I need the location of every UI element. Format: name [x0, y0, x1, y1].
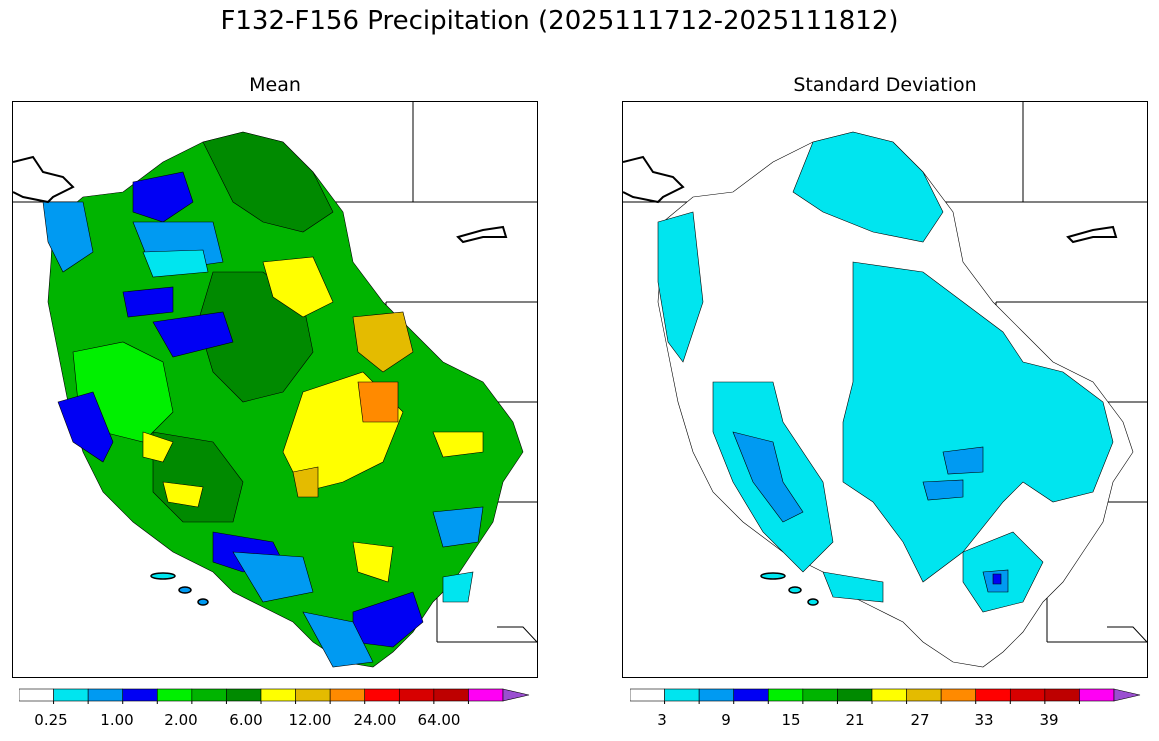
std-cbar-tick-label: 15	[781, 711, 801, 729]
std-cbar-tick-label: 3	[657, 711, 667, 729]
mean-colorbar	[19, 688, 531, 704]
mean-cbar-tick-label: 64.00	[417, 711, 461, 729]
std-cbar-tick-label: 33	[974, 711, 994, 729]
std-map[interactable]	[622, 101, 1148, 678]
std-colorbar	[630, 688, 1142, 704]
std-colorbar-swatch	[837, 688, 873, 702]
mean-colorbar-swatch	[191, 688, 227, 702]
std-colorbar-swatch	[664, 688, 700, 702]
mean-colorbar-swatch	[87, 688, 124, 702]
std-colorbar-swatch	[940, 688, 977, 702]
std-colorbar-swatch	[906, 688, 942, 702]
std-colorbar-swatch	[767, 688, 804, 702]
mean-panel-title: Mean	[249, 74, 301, 96]
mean-colorbar-swatch	[468, 688, 504, 702]
mean-cbar-tick-label: 2.00	[164, 711, 198, 729]
std-colorbar-swatch	[630, 688, 665, 702]
std-colorbar-swatch	[802, 688, 838, 702]
std-cbar-tick-label: 9	[721, 711, 731, 729]
mean-colorbar-swatch	[329, 688, 366, 702]
mean-colorbar-swatch	[122, 688, 158, 702]
figure-title: F132-F156 Precipitation (2025111712-2025…	[220, 6, 899, 36]
mean-cbar-tick-label: 24.00	[353, 711, 397, 729]
mean-colorbar-swatch	[53, 688, 89, 702]
mean-colorbar-swatch	[156, 688, 193, 702]
mean-colorbar-swatch	[433, 688, 469, 702]
mean-cbar-tick-label: 12.00	[288, 711, 332, 729]
mean-cbar-tick-label: 6.00	[229, 711, 263, 729]
std-colorbar-swatch	[975, 688, 1011, 702]
std-cbar-tick-label: 39	[1039, 711, 1059, 729]
std-field	[657, 131, 1134, 668]
mean-colorbar-swatch	[295, 688, 331, 702]
std-colorbar-swatch	[871, 688, 907, 702]
std-colorbar-swatch	[1113, 688, 1141, 702]
std-colorbar-swatch	[733, 688, 769, 702]
mean-colorbar-swatch	[19, 688, 54, 702]
mean-colorbar-swatch	[398, 688, 435, 702]
mean-colorbar-swatch	[226, 688, 262, 702]
mean-colorbar-swatch	[364, 688, 400, 702]
mean-cbar-tick-label: 1.00	[100, 711, 134, 729]
mean-cbar-tick-label: 0.25	[34, 711, 68, 729]
mean-colorbar-swatch	[260, 688, 296, 702]
mean-map[interactable]	[12, 101, 538, 678]
std-panel-title: Standard Deviation	[793, 74, 977, 96]
mean-colorbar-swatch	[502, 688, 530, 702]
std-colorbar-swatch	[1079, 688, 1115, 702]
std-colorbar-swatch	[1009, 688, 1046, 702]
mean-field	[42, 131, 524, 668]
std-cbar-tick-label: 27	[910, 711, 930, 729]
std-colorbar-svg	[630, 688, 1141, 704]
std-colorbar-swatch	[1044, 688, 1080, 702]
std-cbar-tick-label: 21	[845, 711, 865, 729]
std-colorbar-swatch	[698, 688, 735, 702]
mean-colorbar-svg	[19, 688, 530, 704]
